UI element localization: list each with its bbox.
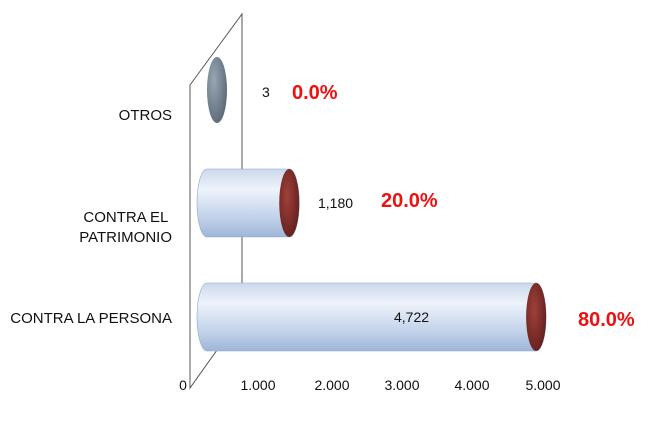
- x-tick-label: 1.000: [240, 377, 275, 393]
- bar-end-cap: [526, 283, 547, 351]
- x-tick-label: 3.000: [384, 377, 419, 393]
- category-label-otros: OTROS: [119, 107, 172, 124]
- x-tick-label: 5.000: [525, 377, 560, 393]
- percent-label-otros: 0.0%: [292, 82, 338, 104]
- category-label-patrimonio: CONTRA EL PATRIMONIO: [79, 209, 172, 246]
- bars-group: [196, 57, 547, 352]
- x-tick-label: 0: [179, 377, 187, 393]
- percent-label-patrimonio: 20.0%: [381, 190, 438, 212]
- x-tick-label: 4.000: [454, 377, 489, 393]
- bar-contra-la-persona: [196, 282, 547, 352]
- x-tick-label: 2.000: [314, 377, 349, 393]
- x-axis: 0 1.000 2.000 3.000 4.000 5.000: [179, 377, 561, 393]
- bar-end-cap: [279, 169, 300, 237]
- value-label-patrimonio: 1,180: [318, 195, 353, 211]
- value-label-persona: 4,722: [394, 309, 429, 325]
- value-label-otros: 3: [262, 84, 270, 100]
- bar-otros: [207, 57, 227, 123]
- percent-label-persona: 80.0%: [578, 309, 635, 331]
- category-label-persona: CONTRA LA PERSONA: [10, 310, 172, 327]
